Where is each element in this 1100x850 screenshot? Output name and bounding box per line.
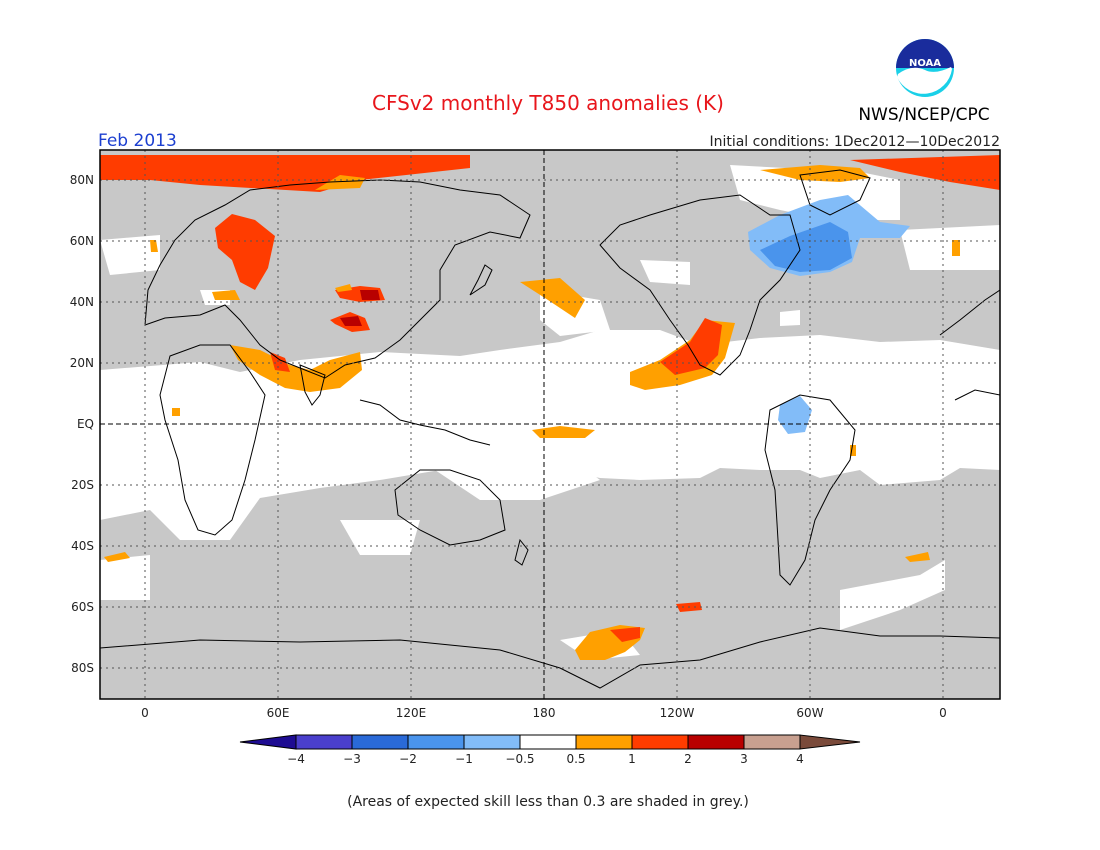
equator-dateline: [100, 150, 1000, 699]
lon-label: 0: [939, 706, 947, 720]
longitude-labels: 0 60E 120E 180 120W 60W 0: [141, 706, 947, 720]
agency-label: NWS/NCEP/CPC: [858, 105, 989, 125]
lon-label: 180: [533, 706, 556, 720]
colorbar: [239, 734, 861, 750]
initial-conditions: Initial conditions: 1Dec2012—10Dec2012: [709, 134, 1000, 150]
colorbar-label: 4: [796, 752, 804, 766]
colorbar-label: −2: [399, 752, 417, 766]
lat-label: EQ: [77, 417, 94, 431]
colorbar-swatch: [519, 734, 577, 750]
logo-text: NOAA: [909, 58, 941, 69]
valid-month: Feb 2013: [98, 131, 177, 151]
lat-label: 40S: [71, 539, 94, 553]
colorbar-swatch: [743, 734, 801, 750]
positive-anomaly-regions: [100, 155, 1000, 660]
colorbar-label: 1: [628, 752, 636, 766]
lat-label: 60N: [70, 234, 94, 248]
map-frame: [99, 149, 1001, 700]
map-title: CFSv2 monthly T850 anomalies (K): [372, 91, 724, 115]
colorbar-swatch: [463, 734, 521, 750]
colorbar-arrow-high: [799, 734, 861, 750]
lon-label: 60W: [796, 706, 823, 720]
colorbar-swatch: [575, 734, 633, 750]
colorbar-swatch: [351, 734, 409, 750]
colorbar-label: −0.5: [505, 752, 534, 766]
colorbar-swatch: [407, 734, 465, 750]
colorbar-label: −3: [343, 752, 361, 766]
colorbar-swatch: [631, 734, 689, 750]
lon-label: 120W: [660, 706, 695, 720]
graticule: [100, 150, 1000, 699]
colorbar-label: −1: [455, 752, 473, 766]
lon-label: 60E: [267, 706, 290, 720]
lon-label: 120E: [396, 706, 427, 720]
lat-label: 40N: [70, 295, 94, 309]
lon-label: 0: [141, 706, 149, 720]
lat-label: 80S: [71, 661, 94, 675]
map-area: [100, 150, 1000, 699]
lat-label: 20S: [71, 478, 94, 492]
lat-label: 20N: [70, 356, 94, 370]
colorbar-label: −4: [287, 752, 305, 766]
noaa-logo: NOAA: [896, 39, 954, 97]
colorbar-swatch: [687, 734, 745, 750]
colorbar-arrow-low: [239, 734, 297, 750]
colorbar-label: 0.5: [566, 752, 585, 766]
colorbar-label: 3: [740, 752, 748, 766]
lat-label: 80N: [70, 173, 94, 187]
lat-label: 60S: [71, 600, 94, 614]
footnote: (Areas of expected skill less than 0.3 a…: [347, 794, 749, 810]
colorbar-label: 2: [684, 752, 692, 766]
colorbar-labels: −4 −3 −2 −1 −0.5 0.5 1 2 3 4: [287, 752, 804, 766]
colorbar-swatch: [295, 734, 353, 750]
latitude-labels: 80N 60N 40N 20N EQ 20S 40S 60S 80S: [70, 173, 94, 675]
